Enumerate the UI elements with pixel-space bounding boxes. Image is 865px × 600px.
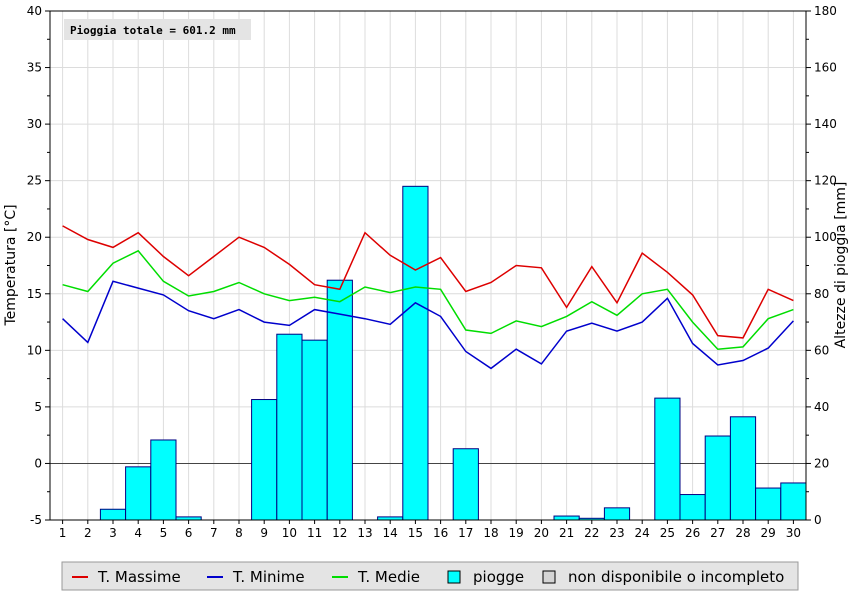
legend-item: T. Medie xyxy=(332,568,420,586)
x-tick-label: 6 xyxy=(185,526,193,540)
y-left-tick-label: 20 xyxy=(27,230,42,244)
y-right-tick-label: 160 xyxy=(814,61,837,75)
x-tick-label: 17 xyxy=(458,526,473,540)
y-right-tick-label: 80 xyxy=(814,287,829,301)
rain-bar xyxy=(452,448,479,521)
x-tick-label: 20 xyxy=(534,526,549,540)
series-line xyxy=(62,280,794,370)
series-line xyxy=(62,249,794,350)
x-tick-label: 8 xyxy=(235,526,243,540)
y-right-tick-label: 100 xyxy=(814,230,837,244)
annotation-box xyxy=(64,19,251,40)
x-tick-label: 19 xyxy=(509,526,524,540)
y-right-tick-label: 60 xyxy=(814,343,829,357)
rain-bar xyxy=(553,515,580,521)
x-tick-label: 12 xyxy=(332,526,347,540)
rain-bar xyxy=(251,399,278,521)
x-tick-label: 18 xyxy=(483,526,498,540)
x-tick-label: 24 xyxy=(635,526,650,540)
y-axis-left-title: Temperatura [°C] xyxy=(3,204,19,326)
y-right-tick-label: 140 xyxy=(814,117,837,131)
legend: T. Massime T. Minime T. Medie piogge non dis… xyxy=(61,561,799,591)
x-tick-label: 2 xyxy=(84,526,92,540)
y-left-tick-label: 30 xyxy=(27,117,42,131)
y-left-tick-label: 40 xyxy=(27,4,42,18)
x-tick-label: 10 xyxy=(282,526,297,540)
rain-bar xyxy=(780,482,807,521)
legend-label: non disponibile o incompleto xyxy=(568,568,784,586)
rain-bar xyxy=(603,507,631,521)
x-tick-label: 5 xyxy=(160,526,168,540)
total-rain-annotation: Pioggia totale = 601.2 mm xyxy=(64,19,251,40)
x-tick-label: 15 xyxy=(408,526,423,540)
rain-bar xyxy=(755,487,782,521)
x-tick-label: 14 xyxy=(383,526,398,540)
x-tick-label: 11 xyxy=(307,526,322,540)
series-line xyxy=(62,225,794,339)
rain-bar xyxy=(125,466,152,521)
rain-bar xyxy=(276,333,303,521)
x-tick-label: 4 xyxy=(134,526,142,540)
x-tick-label: 3 xyxy=(109,526,117,540)
y-left-tick-label: 10 xyxy=(27,343,42,357)
y-right-tick-label: 120 xyxy=(814,174,837,188)
rain-bar xyxy=(679,494,706,521)
legend-box xyxy=(61,561,799,591)
legend-item: piogge xyxy=(447,568,524,586)
annotation-text: Pioggia totale = 601.2 mm xyxy=(70,24,236,37)
x-tick-label: 30 xyxy=(786,526,801,540)
x-tick-label: 21 xyxy=(559,526,574,540)
x-tick-label: 26 xyxy=(685,526,700,540)
rain-bar xyxy=(99,508,127,521)
rain-bar xyxy=(729,416,757,521)
rain-bars xyxy=(99,185,807,521)
rain-bar xyxy=(326,279,353,521)
y-left-tick-label: 0 xyxy=(34,456,42,470)
legend-label: T. Massime xyxy=(97,568,181,586)
x-tick-label: 16 xyxy=(433,526,448,540)
x-tick-label: 7 xyxy=(210,526,218,540)
x-tick-label: 28 xyxy=(735,526,750,540)
rain-bar xyxy=(150,439,177,521)
axis-ticks: -505101520253035400204060801001201401601… xyxy=(27,4,837,540)
x-tick-label: 1 xyxy=(59,526,67,540)
y-right-tick-label: 40 xyxy=(814,400,829,414)
temperature-lines xyxy=(62,225,794,370)
y-right-tick-label: 0 xyxy=(814,513,822,527)
y-left-tick-label: 35 xyxy=(27,61,42,75)
x-tick-label: 25 xyxy=(660,526,675,540)
y-axis-right-title: Altezze di pioggia [mm] xyxy=(833,182,849,349)
rain-bar xyxy=(301,339,328,521)
y-left-tick-label: -5 xyxy=(30,513,42,527)
rain-bar xyxy=(704,435,731,521)
y-right-tick-label: 180 xyxy=(814,4,837,18)
x-tick-label: 27 xyxy=(710,526,725,540)
legend-item: T. Minime xyxy=(207,568,305,586)
legend-item: T. Massime xyxy=(72,568,181,586)
x-tick-label: 29 xyxy=(761,526,776,540)
legend-label: T. Minime xyxy=(232,568,305,586)
x-tick-label: 23 xyxy=(609,526,624,540)
rain-bar xyxy=(402,185,429,521)
legend-label: T. Medie xyxy=(357,568,420,586)
y-left-tick-label: 5 xyxy=(34,400,42,414)
legend-box-swatch xyxy=(447,570,461,584)
rain-bar xyxy=(654,397,681,521)
y-left-tick-label: 15 xyxy=(27,287,42,301)
x-tick-label: 9 xyxy=(260,526,268,540)
x-tick-label: 13 xyxy=(357,526,372,540)
x-tick-label: 22 xyxy=(584,526,599,540)
legend-item: non disponibile o incompleto xyxy=(542,568,784,586)
legend-box-swatch xyxy=(542,570,556,584)
y-right-tick-label: 20 xyxy=(814,456,829,470)
y-left-tick-label: 25 xyxy=(27,174,42,188)
legend-label: piogge xyxy=(473,568,524,586)
